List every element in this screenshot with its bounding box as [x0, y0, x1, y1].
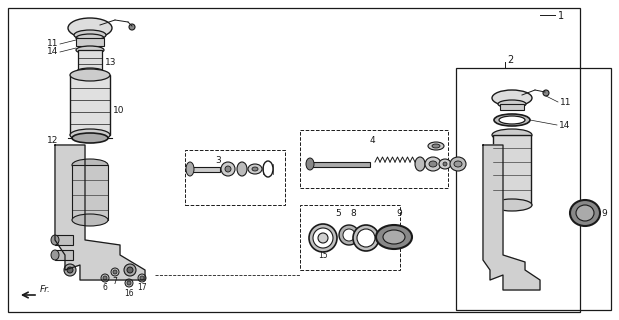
Ellipse shape — [492, 129, 532, 141]
Circle shape — [127, 267, 133, 273]
Text: 6: 6 — [103, 284, 108, 292]
Ellipse shape — [248, 164, 262, 174]
Ellipse shape — [225, 166, 231, 172]
Ellipse shape — [309, 224, 337, 252]
Ellipse shape — [339, 225, 359, 245]
Circle shape — [111, 268, 119, 276]
Circle shape — [103, 276, 107, 280]
Text: 9: 9 — [396, 210, 402, 219]
Bar — [55, 250, 73, 260]
Bar — [493, 135, 531, 205]
Ellipse shape — [313, 228, 333, 248]
Ellipse shape — [221, 162, 235, 176]
Text: 11: 11 — [46, 38, 58, 47]
Ellipse shape — [570, 200, 600, 226]
Text: 4: 4 — [370, 135, 376, 145]
Text: 14: 14 — [46, 46, 58, 55]
Ellipse shape — [306, 158, 314, 170]
Ellipse shape — [72, 133, 108, 143]
Ellipse shape — [68, 18, 112, 38]
Circle shape — [124, 264, 136, 276]
Circle shape — [125, 279, 133, 287]
Ellipse shape — [415, 157, 425, 171]
Circle shape — [140, 276, 144, 280]
Ellipse shape — [76, 68, 104, 76]
Ellipse shape — [357, 229, 375, 247]
Circle shape — [129, 24, 135, 30]
Ellipse shape — [499, 116, 525, 124]
Text: 1: 1 — [558, 11, 564, 21]
Ellipse shape — [343, 229, 355, 241]
Ellipse shape — [376, 225, 412, 249]
Text: 8: 8 — [350, 210, 356, 219]
Bar — [76, 38, 104, 46]
Bar — [300, 130, 448, 188]
Polygon shape — [55, 145, 145, 280]
Ellipse shape — [51, 235, 59, 245]
Circle shape — [543, 90, 549, 96]
Ellipse shape — [72, 159, 108, 171]
Text: 2: 2 — [507, 55, 513, 65]
Text: 11: 11 — [560, 98, 571, 107]
Text: 17: 17 — [137, 284, 147, 292]
Ellipse shape — [425, 157, 441, 171]
Circle shape — [64, 264, 76, 276]
Ellipse shape — [439, 159, 451, 169]
Ellipse shape — [492, 199, 532, 211]
Ellipse shape — [429, 161, 437, 167]
Ellipse shape — [74, 30, 106, 40]
Ellipse shape — [432, 144, 440, 148]
Text: Fr.: Fr. — [40, 285, 51, 294]
Polygon shape — [483, 145, 540, 290]
Ellipse shape — [70, 69, 110, 81]
Text: 13: 13 — [105, 58, 116, 67]
Bar — [55, 235, 73, 245]
Bar — [500, 104, 524, 110]
Circle shape — [127, 281, 131, 285]
Bar — [78, 50, 102, 72]
Bar — [456, 68, 611, 310]
Circle shape — [113, 270, 117, 274]
Ellipse shape — [450, 157, 466, 171]
Ellipse shape — [353, 225, 379, 251]
Ellipse shape — [186, 162, 194, 176]
Ellipse shape — [576, 205, 594, 221]
Ellipse shape — [454, 161, 462, 167]
Ellipse shape — [443, 162, 447, 166]
Text: 15: 15 — [318, 251, 328, 260]
Ellipse shape — [51, 250, 59, 260]
Ellipse shape — [494, 114, 530, 126]
Text: 5: 5 — [335, 210, 340, 219]
Ellipse shape — [237, 162, 247, 176]
Bar — [300, 205, 400, 270]
Ellipse shape — [318, 233, 328, 243]
Bar — [310, 162, 370, 167]
Ellipse shape — [72, 214, 108, 226]
Ellipse shape — [252, 167, 258, 171]
Bar — [190, 167, 220, 172]
Circle shape — [67, 267, 73, 273]
Bar — [185, 150, 285, 205]
Ellipse shape — [70, 129, 110, 141]
Text: 9: 9 — [601, 209, 607, 218]
Text: 3: 3 — [215, 156, 221, 164]
Circle shape — [101, 274, 109, 282]
Ellipse shape — [498, 100, 526, 108]
Ellipse shape — [492, 90, 532, 106]
Text: 10: 10 — [113, 106, 124, 115]
Circle shape — [138, 274, 146, 282]
Ellipse shape — [428, 142, 444, 150]
Text: 14: 14 — [559, 121, 570, 130]
Bar — [72, 165, 108, 220]
Ellipse shape — [383, 230, 405, 244]
Text: 16: 16 — [124, 289, 134, 298]
Ellipse shape — [76, 46, 104, 54]
Text: 7: 7 — [113, 277, 118, 286]
Text: 12: 12 — [46, 135, 58, 145]
Bar — [70, 75, 110, 135]
